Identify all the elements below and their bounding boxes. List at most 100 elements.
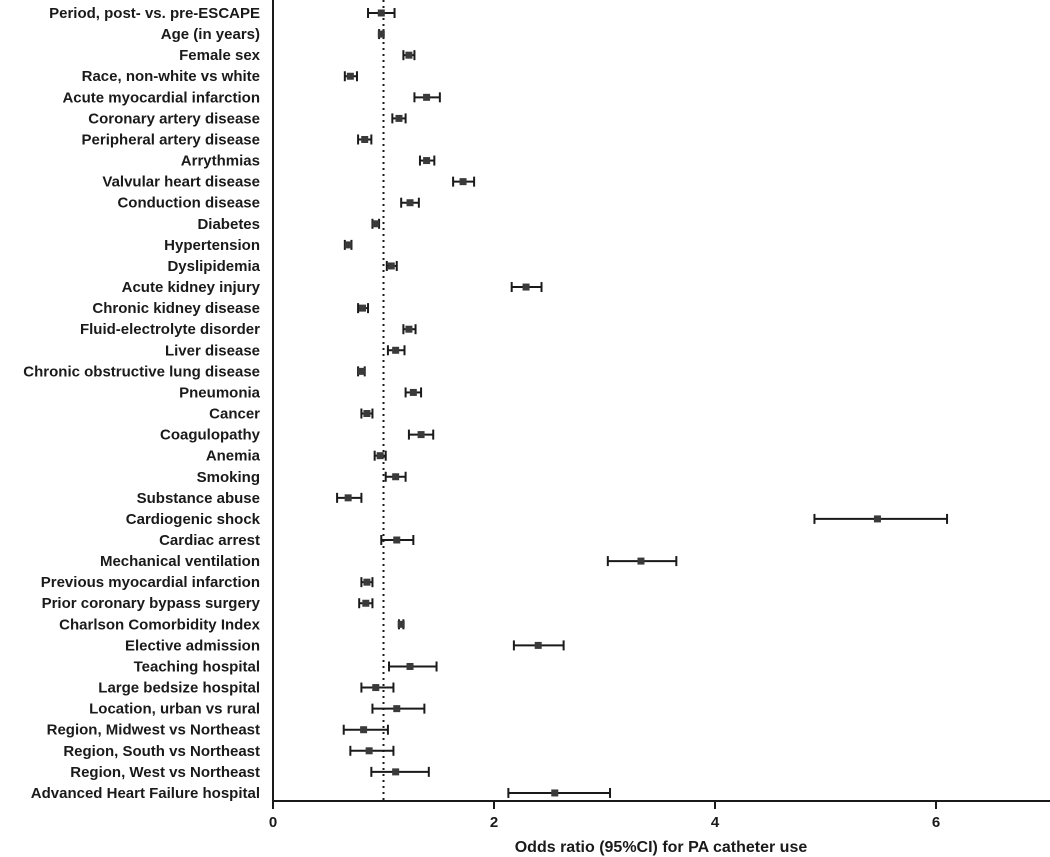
row-label: Cancer: [209, 406, 260, 423]
point-estimate: [359, 304, 367, 312]
forest-row: Charlson Comorbidity Index: [59, 616, 405, 633]
point-estimate: [405, 51, 413, 59]
row-label: Liver disease: [165, 342, 260, 359]
point-estimate: [397, 620, 405, 628]
point-estimate: [344, 241, 352, 249]
point-estimate: [387, 262, 395, 270]
forest-row: Smoking: [197, 469, 407, 486]
forest-row: Peripheral artery disease: [82, 131, 373, 148]
forest-row: Previous myocardial infarction: [41, 574, 374, 591]
forest-row: Acute kidney injury: [122, 279, 543, 296]
forest-row: Advanced Heart Failure hospital: [31, 785, 612, 802]
point-estimate: [406, 662, 414, 670]
row-label: Race, non-white vs white: [82, 68, 260, 85]
forest-row: Race, non-white vs white: [82, 68, 358, 85]
forest-row: Chronic kidney disease: [92, 300, 370, 317]
point-estimate: [377, 30, 385, 38]
point-estimate: [409, 388, 417, 396]
forest-row: Cancer: [209, 406, 374, 423]
point-estimate: [392, 768, 400, 776]
row-label: Arrythmias: [181, 153, 260, 170]
point-estimate: [372, 684, 380, 692]
row-label: Location, urban vs rural: [89, 701, 260, 718]
x-tick-label: 4: [711, 814, 720, 831]
row-label: Hypertension: [164, 237, 260, 254]
forest-row: Female sex: [179, 47, 416, 64]
point-estimate: [423, 93, 431, 101]
row-label: Conduction disease: [117, 195, 260, 212]
row-label: Previous myocardial infarction: [41, 574, 260, 591]
point-estimate: [423, 157, 431, 165]
row-label: Charlson Comorbidity Index: [59, 616, 261, 633]
point-estimate: [551, 789, 559, 797]
forest-row: Age (in years): [161, 26, 385, 43]
row-label: Coronary artery disease: [88, 110, 260, 127]
point-estimate: [360, 726, 368, 734]
forest-row: Valvular heart disease: [102, 174, 476, 191]
point-estimate: [365, 747, 373, 755]
row-label: Large bedsize hospital: [98, 680, 260, 697]
point-estimate: [417, 431, 425, 439]
x-tick-label: 6: [932, 814, 940, 831]
forest-row: Liver disease: [165, 342, 406, 359]
row-label: Age (in years): [161, 26, 260, 43]
point-estimate: [362, 599, 370, 607]
point-estimate: [405, 325, 413, 333]
row-label: Pneumonia: [179, 384, 261, 401]
point-estimate: [377, 9, 385, 17]
forest-row: Cardiac arrest: [159, 532, 415, 549]
point-estimate: [522, 283, 530, 291]
forest-row: Region, West vs Northeast: [70, 764, 430, 781]
row-label: Dyslipidemia: [167, 258, 260, 275]
forest-row: Substance abuse: [137, 490, 363, 507]
row-label: Teaching hospital: [134, 658, 260, 675]
row-label: Chronic obstructive lung disease: [23, 363, 260, 380]
row-label: Prior coronary bypass surgery: [42, 595, 261, 612]
forest-row: Coagulopathy: [160, 427, 435, 444]
forest-row: Acute myocardial infarction: [62, 89, 441, 106]
forest-row: Pneumonia: [179, 384, 423, 401]
forest-row: Mechanical ventilation: [100, 553, 678, 570]
row-label: Elective admission: [125, 637, 260, 654]
row-label: Smoking: [197, 469, 260, 486]
row-label: Mechanical ventilation: [100, 553, 260, 570]
forest-row: Teaching hospital: [134, 658, 438, 675]
row-label: Period, post- vs. pre-ESCAPE: [49, 5, 260, 22]
forest-row: Large bedsize hospital: [98, 680, 395, 697]
point-estimate: [534, 641, 542, 649]
point-estimate: [637, 557, 645, 565]
forest-row: Region, South vs Northeast: [63, 743, 395, 760]
row-label: Fluid-electrolyte disorder: [80, 321, 260, 338]
row-label: Region, West vs Northeast: [70, 764, 260, 781]
point-estimate: [393, 705, 401, 713]
point-estimate: [376, 452, 384, 460]
row-label: Female sex: [179, 47, 261, 64]
point-estimate: [361, 135, 369, 143]
forest-row: Hypertension: [164, 237, 353, 254]
point-estimate: [357, 367, 365, 375]
point-estimate: [363, 410, 371, 418]
forest-row: Region, Midwest vs Northeast: [47, 722, 389, 739]
row-label: Acute myocardial infarction: [62, 89, 260, 106]
forest-row: Dyslipidemia: [167, 258, 398, 275]
row-label: Advanced Heart Failure hospital: [31, 785, 260, 802]
row-label: Coagulopathy: [160, 427, 261, 444]
forest-row: Location, urban vs rural: [89, 701, 426, 718]
point-estimate: [392, 346, 400, 354]
forest-row: Period, post- vs. pre-ESCAPE: [49, 5, 396, 22]
forest-row: Conduction disease: [117, 195, 420, 212]
point-estimate: [346, 72, 354, 80]
forest-row: Cardiogenic shock: [126, 511, 949, 528]
row-label: Cardiogenic shock: [126, 511, 261, 528]
forest-row: Coronary artery disease: [88, 110, 407, 127]
x-axis-title: Odds ratio (95%CI) for PA catheter use: [515, 839, 808, 856]
point-estimate: [406, 199, 414, 207]
point-estimate: [344, 494, 352, 502]
row-label: Cardiac arrest: [159, 532, 260, 549]
row-label: Anemia: [206, 448, 261, 465]
row-label: Valvular heart disease: [102, 174, 260, 191]
point-estimate: [372, 220, 380, 228]
forest-row: Diabetes: [197, 216, 381, 233]
row-label: Chronic kidney disease: [92, 300, 260, 317]
